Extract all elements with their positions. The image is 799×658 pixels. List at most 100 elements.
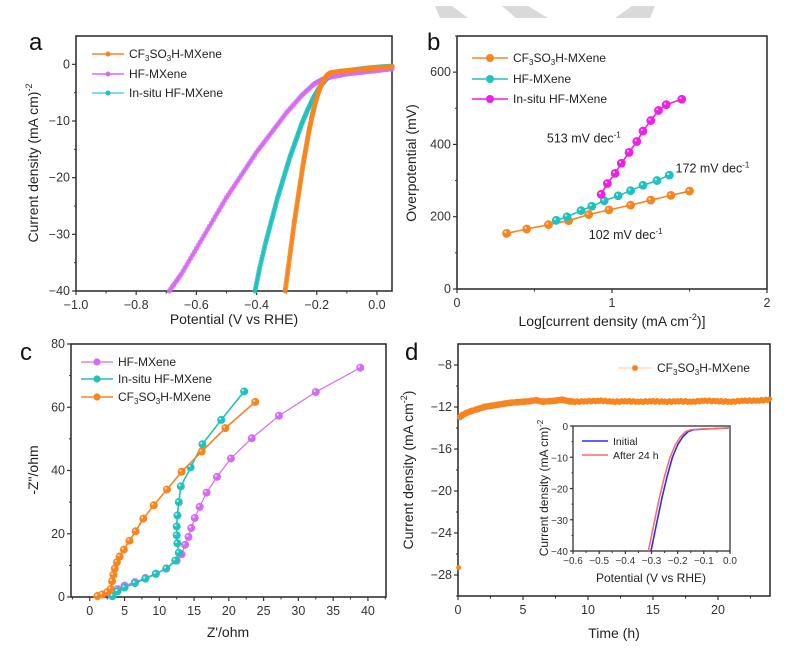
watermark-shape <box>435 6 468 18</box>
data-point <box>115 552 124 561</box>
data-point <box>251 397 260 406</box>
legend-label: After 24 h <box>613 450 659 462</box>
series-in-situ-hf-mxene <box>108 387 249 601</box>
legend-label: In-situ HF-MXene <box>513 92 607 106</box>
y-tick-label: −30 <box>551 516 568 527</box>
data-point-highlight <box>108 586 111 589</box>
y-tick-label: 0 <box>58 590 65 604</box>
plot-frame <box>75 35 393 292</box>
y-tick-label: −40 <box>49 284 70 298</box>
x-axis-title: Time (h) <box>588 625 640 641</box>
data-point <box>226 454 235 463</box>
data-point <box>139 514 148 523</box>
legend-label: CF3SO3H-MXene <box>513 51 606 67</box>
legend-label: CF3SO3H-MXene <box>657 361 750 377</box>
y-tick-label: −10 <box>49 114 70 128</box>
data-point <box>130 579 139 588</box>
data-point-highlight <box>546 222 549 225</box>
y-axis-title: Overpotential (mV) <box>403 104 419 221</box>
data-point-highlight <box>589 203 592 207</box>
data-point-highlight <box>626 150 629 153</box>
data-point <box>162 485 171 494</box>
y-tick-label: 400 <box>430 137 451 151</box>
legend-subscript: 3 <box>695 368 700 377</box>
data-point <box>584 210 594 219</box>
data-point-highlight <box>127 538 130 541</box>
x-tick-label: 10 <box>581 603 595 617</box>
legend-text-part: SO <box>138 390 155 404</box>
legend-text-part: SO <box>149 47 166 61</box>
data-point <box>311 388 320 397</box>
data-point-highlight <box>578 208 581 211</box>
data-point-highlight <box>357 365 361 368</box>
x-tick-label: 0 <box>454 296 461 310</box>
data-point <box>646 116 656 125</box>
x-axis-title: Z'/ohm <box>207 624 249 640</box>
data-point-highlight <box>109 578 112 582</box>
slope-annotation-sup: -1 <box>655 227 663 236</box>
x-tick-label: −0.6 <box>184 298 209 312</box>
data-point-highlight <box>176 499 179 503</box>
data-point <box>666 190 676 200</box>
legend-swatch-marker <box>93 358 101 366</box>
panel-b: b 0 1 2 0 200 400 600 Log[current density (mA … <box>403 29 771 329</box>
y-tick-label: −8 <box>438 358 452 372</box>
data-point <box>626 186 635 196</box>
data-point <box>221 424 230 433</box>
legend-text-part: CF <box>513 51 529 65</box>
data-point-highlight <box>615 193 619 196</box>
x-tick-label: −0.8 <box>124 298 149 312</box>
data-point <box>213 472 222 481</box>
data-point-highlight <box>192 515 195 518</box>
legend-item: HF-MXene <box>472 72 571 86</box>
y-axis-title: Current density (mA cm-2) <box>399 391 416 550</box>
data-point <box>596 189 606 199</box>
x-tick-label: −0.5 <box>589 556 609 567</box>
data-point <box>610 168 620 178</box>
y-tick-label: 0 <box>444 282 451 296</box>
data-point <box>654 106 663 115</box>
inset-chart: −0.6 −0.5 −0.4 −0.3 −0.2 −0.1 0.0 0 −10 −20 −30 −40… <box>536 419 737 585</box>
data-point <box>176 482 185 491</box>
x-tick-label: 20 <box>711 603 725 617</box>
data-point <box>120 583 129 592</box>
data-point-highlight <box>179 469 182 472</box>
x-tick-label: 5 <box>520 603 527 617</box>
data-point-highlight <box>132 580 135 583</box>
y-tick-label: −20 <box>551 485 568 496</box>
data-point-highlight <box>141 516 144 519</box>
y-tick-label: 80 <box>51 337 65 351</box>
data-point <box>661 100 671 110</box>
data-point-highlight <box>95 593 98 596</box>
data-point-highlight <box>114 559 117 563</box>
x-axis-title-end: )] <box>697 313 706 329</box>
data-point <box>217 415 226 424</box>
slope-annotation: 102 mV dec-1 <box>589 227 663 242</box>
slope-annotation-sup: -1 <box>614 131 622 140</box>
x-axis-title: Log[current density (mA cm-2)] <box>519 312 706 329</box>
legend-swatch-marker <box>93 393 101 401</box>
data-point-highlight <box>668 193 671 196</box>
legend-item: CF3SO3H-MXene <box>472 51 606 67</box>
legend-label: CF3SO3H-MXene <box>118 390 211 406</box>
data-point <box>624 147 634 157</box>
series-line <box>254 65 393 292</box>
data-point <box>197 447 206 456</box>
legend-swatch-marker <box>105 51 111 57</box>
data-point <box>456 565 462 571</box>
legend-label: HF-MXene <box>129 67 187 81</box>
legend: CF3SO3H-MXene HF-MXene In-situ HF-MXene <box>472 51 607 106</box>
data-point-highlight <box>249 435 252 439</box>
data-point <box>151 569 160 578</box>
x-tick-label: −1.0 <box>64 298 89 312</box>
series-cf3so3h-mxene <box>93 397 260 601</box>
y-tick-label: −28 <box>431 568 452 582</box>
data-point-highlight <box>112 566 115 569</box>
data-point <box>184 532 193 541</box>
legend-text-part: H-MXene <box>699 361 750 375</box>
x-axis-title-sup: -2 <box>689 312 697 322</box>
data-point <box>389 64 395 70</box>
legend-item: CF3SO3H-MXene <box>618 361 750 377</box>
panel-label: a <box>29 29 43 56</box>
